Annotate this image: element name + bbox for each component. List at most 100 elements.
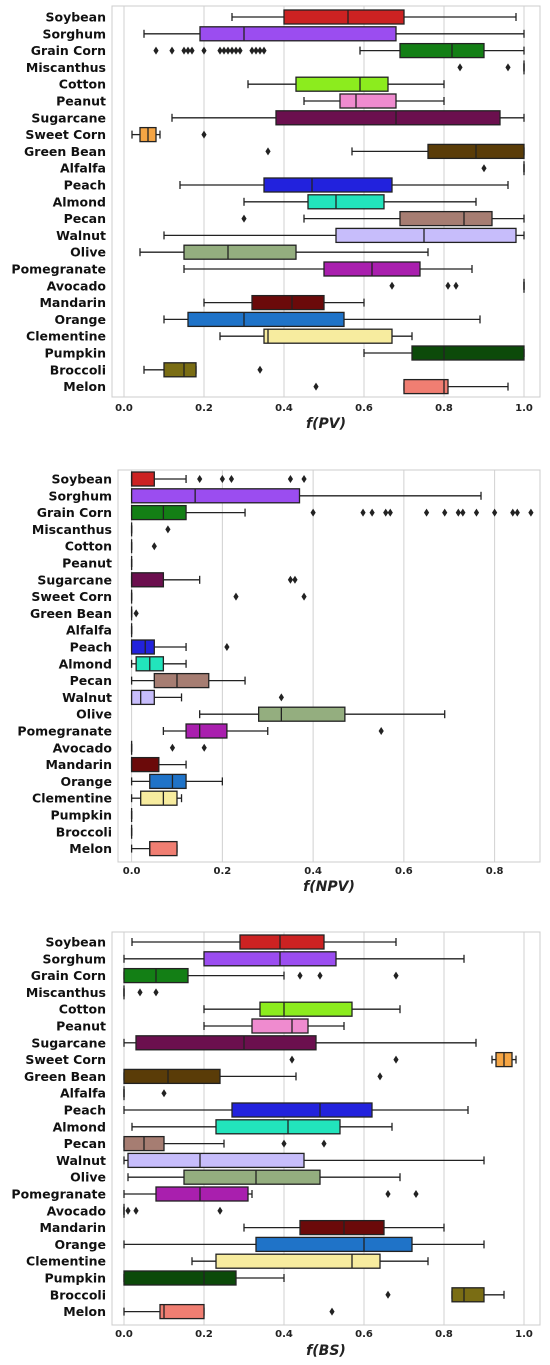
category-label: Avocado xyxy=(53,740,113,755)
x-tick-label: 0.2 xyxy=(195,403,213,414)
outlier-point xyxy=(481,164,487,173)
outlier-point xyxy=(413,1190,419,1198)
iqr-box xyxy=(130,572,165,588)
iqr-box xyxy=(239,934,325,950)
outlier-point xyxy=(201,46,207,55)
box-orange: Orange xyxy=(54,311,481,328)
iqr-box xyxy=(299,1219,385,1236)
iqr-box xyxy=(135,1035,317,1051)
outlier-point xyxy=(473,508,480,517)
outlier-point xyxy=(261,46,267,55)
outlier-point xyxy=(442,508,448,517)
category-label: Olive xyxy=(70,1170,106,1185)
iqr-box xyxy=(259,1001,353,1017)
plot-frame xyxy=(117,469,541,863)
box-mandarin: Mandarin xyxy=(39,294,365,311)
box-cotton: Cotton xyxy=(59,1001,401,1017)
box-pecan: Pecan xyxy=(64,210,525,227)
outlier-point xyxy=(287,575,294,584)
box-almond: Almond xyxy=(53,1119,393,1135)
box-clementine: Clementine xyxy=(32,790,183,806)
category-label: Avocado xyxy=(47,278,107,293)
category-label: Peanut xyxy=(56,1019,106,1034)
box-walnut: Walnut xyxy=(56,227,525,244)
outlier-point xyxy=(189,46,195,55)
category-label: Pecan xyxy=(64,1136,106,1151)
x-tick-label: 1.0 xyxy=(515,403,533,414)
iqr-box xyxy=(263,328,393,344)
outlier-point xyxy=(383,508,389,517)
category-label: Clementine xyxy=(32,791,112,806)
category-label: Green Bean xyxy=(30,606,112,621)
outlier-point xyxy=(249,46,255,55)
box-pumpkin: Pumpkin xyxy=(44,345,525,361)
box-olive: Olive xyxy=(70,1169,401,1185)
box-walnut: Walnut xyxy=(56,1152,485,1169)
box-alfalfa: Alfalfa xyxy=(66,623,133,638)
box-orange: Orange xyxy=(60,773,224,790)
category-label: Sweet Corn xyxy=(31,589,112,604)
iqr-box xyxy=(283,9,405,25)
iqr-box xyxy=(187,311,345,328)
category-label: Grain Corn xyxy=(31,968,106,983)
outlier-point xyxy=(169,743,176,752)
iqr-box xyxy=(399,42,485,59)
category-label: Peach xyxy=(70,640,112,655)
box-sugarcane: Sugarcane xyxy=(37,572,298,588)
outlier-point xyxy=(278,693,284,702)
box-pecan: Pecan xyxy=(64,1135,327,1152)
category-label: Sugarcane xyxy=(31,110,106,125)
box-miscanthus: Miscanthus xyxy=(32,522,171,537)
category-label: Walnut xyxy=(62,690,112,705)
category-label: Alfalfa xyxy=(60,161,106,176)
x-tick-label: 0.6 xyxy=(355,403,373,414)
box-miscanthus: Miscanthus xyxy=(26,60,525,75)
outlier-point xyxy=(445,281,451,290)
outlier-point xyxy=(225,46,231,55)
box-mandarin: Mandarin xyxy=(39,1219,445,1236)
category-label: Broccoli xyxy=(56,824,112,839)
iqr-box xyxy=(130,756,160,773)
box-pomegranate: Pomegranate xyxy=(11,1186,419,1202)
box-peach: Peach xyxy=(64,177,509,193)
category-label: Pecan xyxy=(64,211,106,226)
outlier-point xyxy=(265,147,271,156)
category-label: Grain Corn xyxy=(37,505,112,520)
iqr-box xyxy=(130,488,301,504)
box-sorghum: Sorghum xyxy=(42,951,465,967)
category-label: Alfalfa xyxy=(60,1086,106,1101)
box-sweet-corn: Sweet Corn xyxy=(31,589,307,604)
x-tick-label: 1.0 xyxy=(515,1329,533,1340)
outlier-point xyxy=(165,525,171,534)
iqr-box xyxy=(185,723,228,739)
x-tick-label: 0.8 xyxy=(435,403,453,414)
box-sugarcane: Sugarcane xyxy=(31,1035,477,1051)
box-peanut: Peanut xyxy=(62,556,133,571)
outlier-point xyxy=(360,508,366,517)
x-tick-label: 0.0 xyxy=(115,403,133,414)
category-label: Olive xyxy=(76,707,112,722)
category-label: Almond xyxy=(59,656,112,671)
iqr-box xyxy=(130,504,187,521)
category-label: Peach xyxy=(64,178,106,193)
outlier-point xyxy=(387,508,393,517)
outlier-point xyxy=(153,988,159,997)
box-walnut: Walnut xyxy=(62,689,284,706)
box-melon: Melon xyxy=(63,378,509,395)
iqr-box xyxy=(199,26,397,42)
category-label: Avocado xyxy=(47,1203,107,1218)
category-label: Mandarin xyxy=(45,757,112,772)
box-sugarcane: Sugarcane xyxy=(31,110,525,126)
x-axis-title: f(NPV) xyxy=(303,879,355,895)
outlier-point xyxy=(460,508,466,517)
box-pumpkin: Pumpkin xyxy=(44,1270,285,1286)
category-label: Pomegranate xyxy=(11,262,106,277)
outlier-point xyxy=(181,46,187,55)
category-label: Olive xyxy=(70,245,106,260)
category-label: Miscanthus xyxy=(26,985,106,1000)
outlier-point xyxy=(224,643,230,651)
outlier-point xyxy=(237,46,243,55)
